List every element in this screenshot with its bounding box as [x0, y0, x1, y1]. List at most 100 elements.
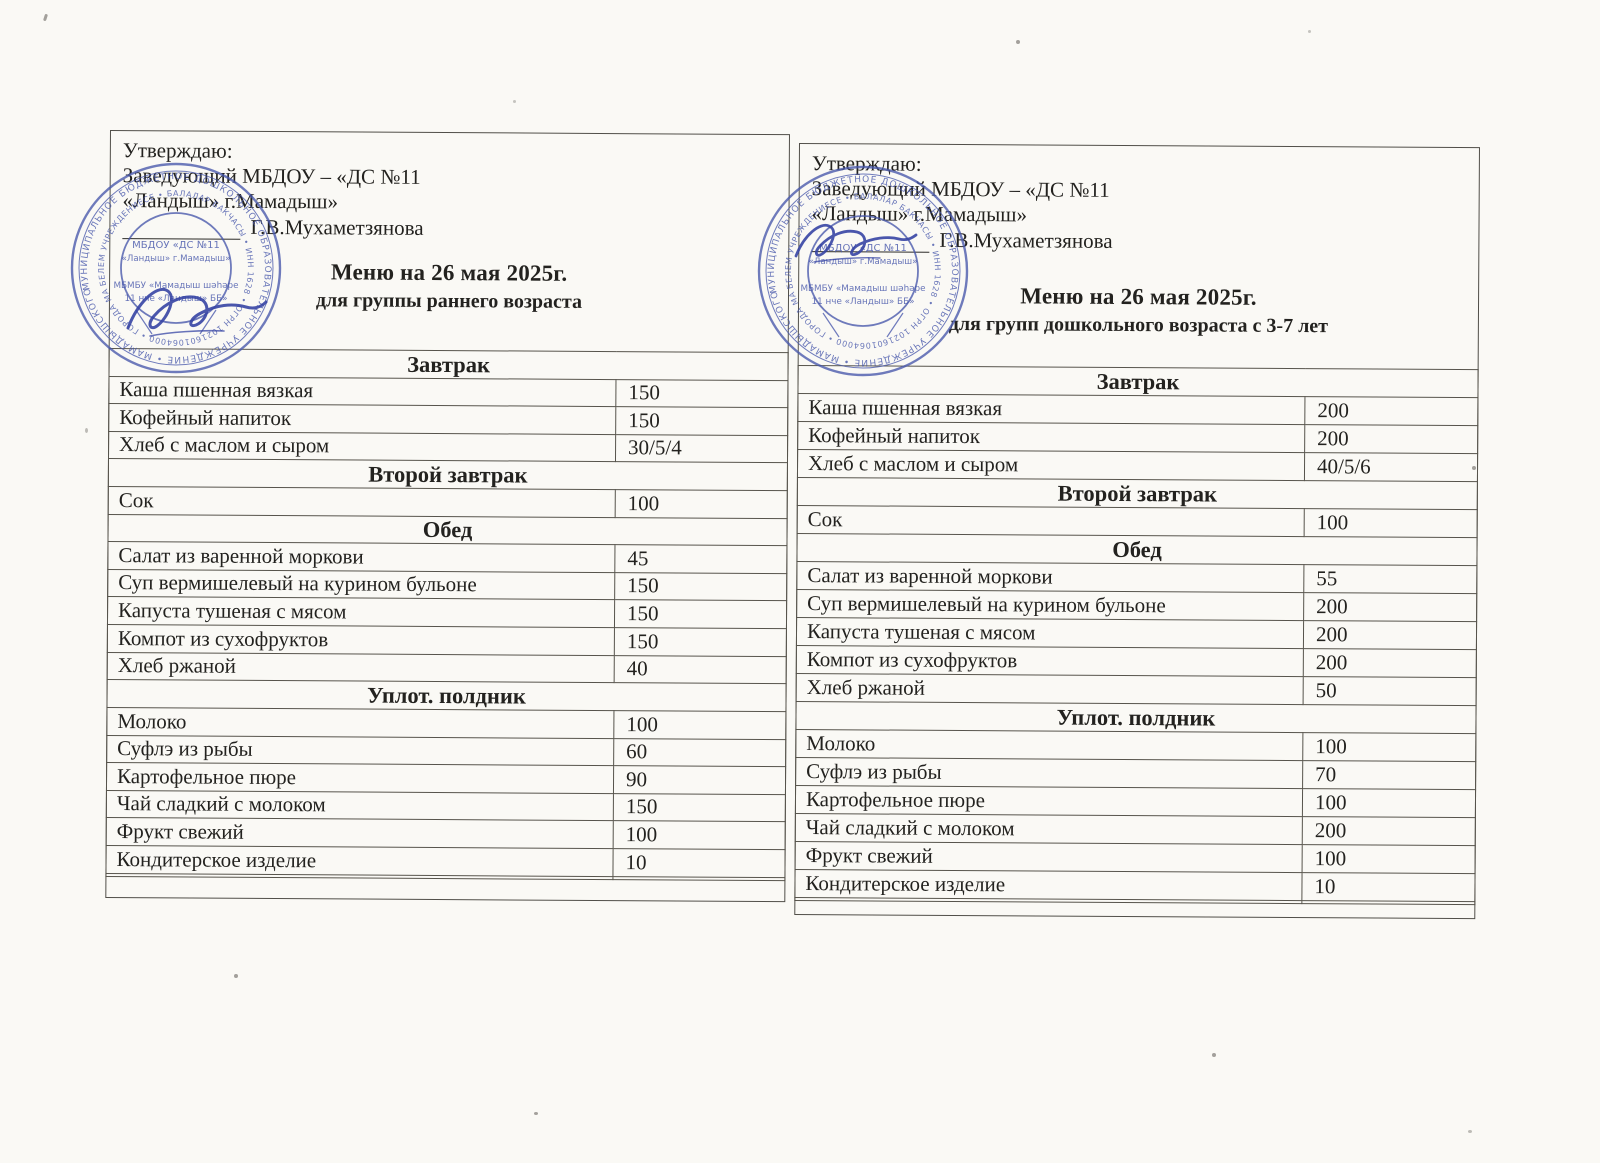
dish-name: Каша пшенная вязкая — [797, 393, 1305, 425]
signature-scribble — [126, 287, 268, 337]
menu-item-row: Кофейный напиток 150 — [108, 403, 788, 436]
menu-section-row: Уплот. полдник — [795, 701, 1477, 734]
dish-quantity: 45 — [614, 544, 787, 574]
stamp-center-text: МБДОУ «ДС №11 — [132, 240, 220, 251]
dish-quantity: 100 — [1302, 844, 1476, 874]
dish-quantity: 150 — [614, 572, 787, 602]
scan-speck — [534, 1112, 538, 1115]
menu-section-row: Второй завтрак — [797, 477, 1478, 510]
menu-item-row: Картофельное пюре 90 — [106, 762, 786, 795]
dish-quantity: 100 — [615, 489, 788, 519]
menu-item-row: Суфлэ из рыбы 70 — [795, 757, 1476, 790]
menu-item-row: Хлеб с маслом и сыром 30/5/4 — [108, 431, 788, 464]
dish-name: Сок — [108, 486, 616, 518]
official-stamp: МУНИЦИПАЛЬНОЕ БЮДЖЕТНОЕ ДОШКОЛЬНОЕ ОБРАЗ… — [66, 158, 286, 378]
menu-item-row: Фрукт свежий 100 — [106, 817, 786, 850]
dish-name: Каша пшенная вязкая — [108, 376, 616, 407]
dish-quantity: 100 — [1302, 732, 1476, 762]
dish-name: Компот из сухофруктов — [107, 624, 615, 656]
scan-speck — [1468, 1130, 1472, 1133]
dish-quantity: 100 — [613, 710, 786, 740]
dish-quantity: 150 — [615, 406, 788, 436]
dish-name: Суфлэ из рыбы — [795, 757, 1303, 789]
stamp-center-text: «Ландыш» г.Мамадыш» — [809, 257, 918, 267]
dish-quantity: 40 — [614, 655, 787, 684]
menu-item-row: Капуста тушеная с мясом 200 — [796, 617, 1477, 650]
dish-name: Чай сладкий с молоком — [795, 813, 1303, 845]
dish-quantity: 200 — [1304, 396, 1478, 426]
dish-quantity: 70 — [1302, 760, 1476, 790]
menu-item-row: Хлеб ржаной 50 — [796, 673, 1477, 706]
menu-item-row: Каша пшенная вязкая 200 — [797, 393, 1478, 426]
dish-quantity: 150 — [614, 627, 787, 657]
menu-item-row: Компот из сухофруктов 150 — [107, 624, 787, 657]
stamp-center-text: 11 нче «Ландыш» ББ» — [812, 297, 915, 307]
dish-name: Суп вермишелевый на курином бульоне — [796, 589, 1304, 621]
menu-item-row: Хлеб ржаной 40 — [107, 652, 787, 684]
dish-name: Картофельное пюре — [106, 762, 614, 794]
stamp-outer-ring — [70, 162, 282, 374]
stamp-center-text: МБМБУ «Мамадыш шәһәре — [800, 284, 925, 294]
signature-scribble — [794, 223, 918, 263]
dish-name: Кофейный напиток — [797, 421, 1305, 453]
dish-name: Фрукт свежий — [795, 841, 1303, 873]
dish-name: Хлеб с маслом и сыром — [108, 431, 616, 463]
stamp-outer-ring-inner — [765, 173, 961, 369]
dish-name: Молоко — [106, 707, 614, 739]
dish-name: Кондитерское изделие — [105, 845, 614, 877]
dish-quantity — [612, 876, 785, 881]
dish-quantity: 150 — [615, 379, 788, 408]
menu-item-row: Каша пшенная вязкая 150 — [108, 376, 788, 408]
menu-item-row: Молоко 100 — [106, 707, 786, 740]
scan-speck — [1472, 466, 1476, 470]
menu-section-label: Второй завтрак — [797, 477, 1478, 510]
menu-item-row: Сок 100 — [797, 505, 1478, 538]
menu-item-row: Чай сладкий с молоком 200 — [795, 813, 1476, 846]
stamp-center-text: МБМБУ «Мамадыш шәһәре — [113, 281, 238, 291]
dish-quantity: 10 — [1301, 872, 1476, 902]
menu-section-label: Обед — [796, 533, 1478, 566]
dish-quantity: 90 — [613, 765, 786, 795]
dish-quantity: 200 — [1302, 816, 1476, 846]
menu-item-row: Капуста тушеная с мясом 150 — [107, 596, 787, 629]
menu-item-row: Молоко 100 — [795, 729, 1476, 762]
dish-quantity: 100 — [613, 820, 786, 850]
menu-item-row: Суп вермишелевый на курином бульоне 200 — [796, 589, 1477, 622]
menu-item-row: Салат из варенной моркови 55 — [796, 561, 1477, 594]
dish-quantity — [1301, 900, 1475, 905]
scan-speck — [234, 974, 238, 978]
dish-quantity: 150 — [614, 600, 787, 629]
menu-item-row: Салат из варенной моркови 45 — [107, 541, 787, 574]
dish-name: Фрукт свежий — [106, 817, 614, 849]
menu-section-row: Второй завтрак — [108, 458, 788, 491]
menu-item-row: Суп вермишелевый на курином бульоне 150 — [107, 569, 787, 602]
stamp-center-ring — [120, 212, 232, 324]
dish-name: Капуста тушеная с мясом — [796, 617, 1304, 649]
scan-speck — [85, 428, 88, 433]
dish-quantity: 100 — [1302, 788, 1476, 818]
menu-item-row: Картофельное пюре 100 — [795, 785, 1476, 818]
dish-name: Молоко — [795, 729, 1303, 761]
dish-quantity: 200 — [1303, 592, 1477, 622]
official-stamp: МУНИЦИПАЛЬНОЕ БЮДЖЕТНОЕ ДОШКОЛЬНОЕ ОБРАЗ… — [753, 161, 973, 381]
menu-item-row: Хлеб с маслом и сыром 40/5/6 — [797, 449, 1478, 482]
scan-speck — [1308, 30, 1311, 33]
dish-name: Картофельное пюре — [795, 785, 1303, 817]
menu-item-row: Кондитерское изделие 10 — [105, 845, 786, 878]
scan-speck — [513, 100, 516, 103]
dish-quantity: 30/5/4 — [615, 434, 788, 464]
dish-name: Хлеб ржаной — [107, 652, 615, 683]
menu-section-label: Уплот. полдник — [106, 679, 787, 712]
dish-name: Хлеб ржаной — [796, 673, 1304, 705]
scan-speck — [42, 13, 49, 22]
menu-section-row: Обед — [107, 514, 788, 546]
dish-quantity: 50 — [1303, 676, 1477, 706]
scan-speck — [1016, 40, 1020, 44]
stamp-center-text: «Ландыш» г.Мамадыш» — [122, 254, 231, 264]
dish-quantity: 200 — [1304, 424, 1478, 454]
menu-section-label: Второй завтрак — [108, 458, 788, 491]
stamp-center-ring — [807, 215, 919, 327]
dish-quantity: 200 — [1303, 648, 1477, 678]
dish-name: Хлеб с маслом и сыром — [797, 449, 1305, 481]
